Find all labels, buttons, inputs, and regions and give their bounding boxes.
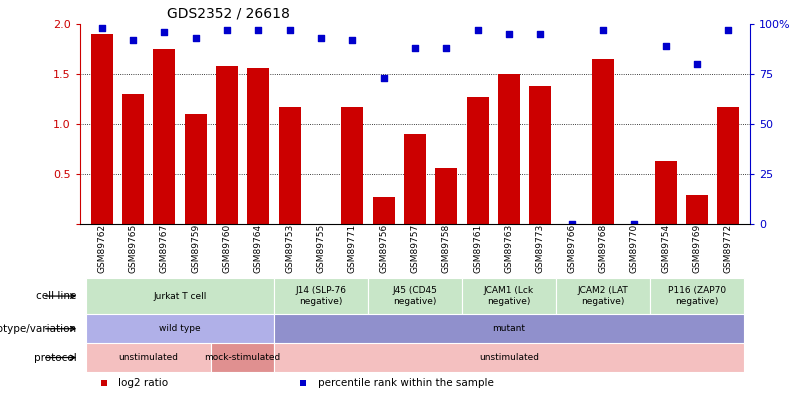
Bar <box>274 314 744 343</box>
Bar <box>404 134 426 224</box>
Bar <box>216 66 238 224</box>
Text: GSM89753: GSM89753 <box>285 224 294 273</box>
Text: GSM89773: GSM89773 <box>535 224 545 273</box>
Text: percentile rank within the sample: percentile rank within the sample <box>318 378 493 388</box>
Text: wild type: wild type <box>160 324 201 333</box>
Bar <box>86 343 211 372</box>
Point <box>95 25 108 32</box>
Bar <box>373 197 394 224</box>
Bar <box>86 278 274 314</box>
Text: J14 (SLP-76
negative): J14 (SLP-76 negative) <box>295 286 346 306</box>
Text: GSM89772: GSM89772 <box>724 224 733 273</box>
Point <box>503 31 516 38</box>
Text: mock-stimulated: mock-stimulated <box>204 353 281 362</box>
Bar <box>717 107 739 224</box>
Bar <box>529 86 551 224</box>
Point <box>283 27 296 34</box>
Text: GSM89769: GSM89769 <box>693 224 701 273</box>
Text: mutant: mutant <box>492 324 525 333</box>
Point <box>690 61 703 68</box>
Point <box>659 43 672 49</box>
Text: GSM89756: GSM89756 <box>379 224 388 273</box>
Bar <box>592 59 614 224</box>
Bar <box>556 278 650 314</box>
Bar <box>368 278 462 314</box>
Bar <box>436 168 457 224</box>
Point <box>440 45 452 51</box>
Point <box>220 27 233 34</box>
Text: log2 ratio: log2 ratio <box>118 378 168 388</box>
Text: GSM89763: GSM89763 <box>504 224 513 273</box>
Point <box>565 221 578 227</box>
Text: Jurkat T cell: Jurkat T cell <box>153 292 207 301</box>
Bar <box>153 49 176 224</box>
Text: GSM89758: GSM89758 <box>442 224 451 273</box>
Point <box>534 31 547 38</box>
Bar <box>498 74 519 224</box>
Text: unstimulated: unstimulated <box>119 353 179 362</box>
Text: GSM89770: GSM89770 <box>630 224 638 273</box>
Point <box>189 35 202 42</box>
Bar <box>274 343 744 372</box>
Bar <box>86 314 274 343</box>
Bar <box>247 68 269 224</box>
Text: JCAM1 (Lck
negative): JCAM1 (Lck negative) <box>484 286 534 306</box>
Text: GSM89755: GSM89755 <box>317 224 326 273</box>
Bar <box>274 278 368 314</box>
Bar <box>650 278 744 314</box>
Bar <box>686 195 708 224</box>
Text: GSM89765: GSM89765 <box>128 224 137 273</box>
Point <box>409 45 421 51</box>
Text: cell line: cell line <box>36 291 77 301</box>
Bar <box>342 107 363 224</box>
Point <box>472 27 484 34</box>
Point <box>158 29 171 36</box>
Point <box>722 27 735 34</box>
Bar <box>122 94 144 224</box>
Bar <box>91 34 113 224</box>
Text: unstimulated: unstimulated <box>479 353 539 362</box>
Text: GSM89759: GSM89759 <box>192 224 200 273</box>
Text: GSM89766: GSM89766 <box>567 224 576 273</box>
Point <box>628 221 641 227</box>
Text: GSM89764: GSM89764 <box>254 224 263 273</box>
Bar <box>184 114 207 224</box>
Point <box>314 35 327 42</box>
Text: GDS2352 / 26618: GDS2352 / 26618 <box>167 6 290 21</box>
Text: genotype/variation: genotype/variation <box>0 324 77 334</box>
Point <box>127 37 140 43</box>
Text: JCAM2 (LAT
negative): JCAM2 (LAT negative) <box>578 286 628 306</box>
Text: GSM89768: GSM89768 <box>598 224 607 273</box>
Text: P116 (ZAP70
negative): P116 (ZAP70 negative) <box>668 286 726 306</box>
Text: protocol: protocol <box>34 352 77 362</box>
Point <box>377 75 390 81</box>
Bar <box>654 161 677 224</box>
Text: GSM89767: GSM89767 <box>160 224 169 273</box>
Bar <box>211 343 274 372</box>
Point <box>346 37 358 43</box>
Point <box>252 27 265 34</box>
Text: GSM89761: GSM89761 <box>473 224 482 273</box>
Text: GSM89771: GSM89771 <box>348 224 357 273</box>
Text: GSM89754: GSM89754 <box>661 224 670 273</box>
Bar <box>462 278 556 314</box>
Text: GSM89757: GSM89757 <box>410 224 420 273</box>
Bar <box>467 97 488 224</box>
Text: J45 (CD45
negative): J45 (CD45 negative) <box>393 286 437 306</box>
Point <box>597 27 610 34</box>
Bar <box>279 107 301 224</box>
Text: GSM89760: GSM89760 <box>223 224 231 273</box>
Text: GSM89762: GSM89762 <box>97 224 106 273</box>
